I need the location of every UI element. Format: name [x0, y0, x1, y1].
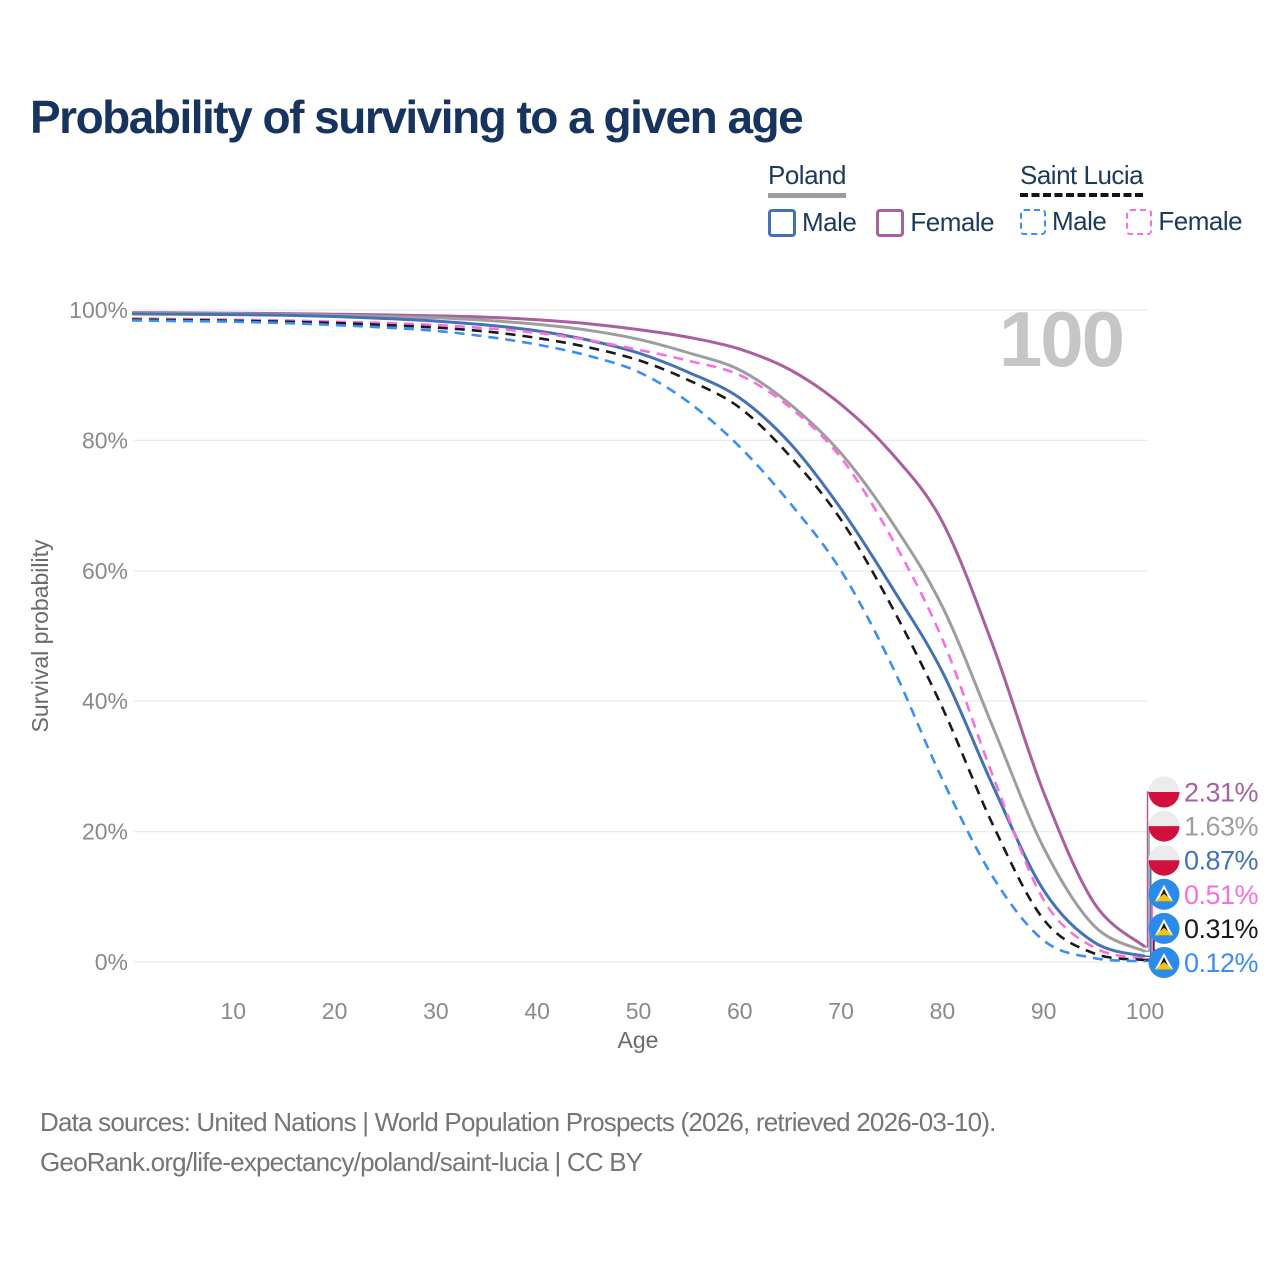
legend-item-saint-lucia-female[interactable]: Female [1126, 206, 1243, 237]
end-label-saint-lucia-male: 0.12% [1184, 948, 1259, 978]
x-tick-label-70: 70 [828, 998, 854, 1024]
legend-item-label: Female [1158, 206, 1243, 236]
legend-item-poland-male[interactable]: Male [768, 207, 857, 238]
y-tick-label-0: 0% [95, 949, 128, 975]
y-tick-label-20: 20% [82, 819, 128, 845]
legend-item-label: Female [910, 207, 995, 237]
x-tick-label-60: 60 [727, 998, 753, 1024]
y-tick-label-60: 60% [82, 558, 128, 584]
page-title: Probability of surviving to a given age [30, 91, 804, 143]
legend-item-label: Male [1052, 206, 1107, 236]
legend-item-saint-lucia-male[interactable]: Male [1020, 206, 1107, 237]
attribution-line: GeoRank.org/life-expectancy/poland/saint… [40, 1147, 643, 1177]
end-label-poland-female: 2.31% [1184, 778, 1259, 808]
saint-lucia-flag-icon [1148, 947, 1180, 978]
data-sources-line: Data sources: United Nations | World Pop… [40, 1107, 996, 1137]
x-tick-label-100: 100 [1126, 998, 1164, 1024]
poland-flag-icon [1148, 810, 1180, 842]
end-labels: 2.31% 1.63% 0.87% 0.51% 0.31% 0.12% [1148, 776, 1259, 978]
curve-poland-female[interactable] [131, 311, 1146, 949]
curve-poland-both[interactable] [131, 311, 1146, 953]
legend-group-poland: Poland Male Female [768, 160, 995, 238]
x-axis-ticks: 10 20 30 40 50 60 70 80 90 100 [221, 998, 1165, 1024]
curve-poland-male[interactable] [131, 312, 1146, 958]
y-tick-label-80: 80% [82, 427, 128, 453]
x-axis-title: Age [618, 1027, 659, 1053]
end-label-saint-lucia-both: 0.31% [1184, 914, 1259, 944]
x-tick-label-90: 90 [1031, 998, 1057, 1024]
legend-group-title-poland: Poland [768, 160, 846, 198]
legend: Poland Male Female Saint Lucia Male [0, 160, 1280, 250]
saint-lucia-female-swatch-icon[interactable] [1126, 208, 1153, 235]
legend-item-label: Male [802, 207, 857, 237]
gridlines [134, 309, 1148, 963]
curve-saint-lucia-female[interactable] [131, 317, 1146, 960]
y-tick-label-40: 40% [82, 688, 128, 714]
saint-lucia-male-swatch-icon[interactable] [1020, 208, 1046, 235]
curve-saint-lucia-male[interactable] [131, 319, 1146, 963]
curve-saint-lucia-both[interactable] [131, 318, 1146, 962]
legend-group-saint-lucia: Saint Lucia Male Female [1020, 160, 1243, 237]
survival-probability-chart: 100 0% 20% 40% 60% 80% 100% 10 20 30 40 50 60 70 80 9… [27, 295, 1259, 1053]
x-tick-label-50: 50 [626, 998, 652, 1024]
end-label-poland-male: 0.87% [1184, 846, 1259, 876]
x-tick-label-40: 40 [524, 998, 550, 1024]
x-tick-label-20: 20 [322, 998, 348, 1024]
legend-item-poland-female[interactable]: Female [876, 207, 995, 238]
saint-lucia-flag-icon [1148, 912, 1180, 944]
poland-male-swatch-icon[interactable] [768, 208, 796, 237]
end-label-saint-lucia-female: 0.51% [1184, 880, 1259, 910]
survival-curves [131, 311, 1146, 963]
y-axis-ticks: 0% 20% 40% 60% 80% 100% [69, 297, 128, 975]
end-label-poland-both: 1.63% [1184, 812, 1259, 842]
x-tick-label-10: 10 [221, 998, 247, 1024]
hover-age-watermark: 100 [999, 295, 1123, 383]
legend-group-title-saint-lucia: Saint Lucia [1020, 160, 1144, 197]
poland-flag-icon [1148, 776, 1180, 808]
y-axis-title: Survival probability [27, 539, 53, 733]
x-tick-label-80: 80 [930, 998, 956, 1024]
poland-flag-icon [1148, 844, 1180, 876]
saint-lucia-flag-icon [1148, 878, 1180, 910]
footer: Data sources: United Nations | World Pop… [40, 1102, 996, 1182]
y-tick-label-100: 100% [69, 297, 128, 323]
poland-female-swatch-icon[interactable] [876, 208, 905, 237]
x-tick-label-30: 30 [423, 998, 449, 1024]
